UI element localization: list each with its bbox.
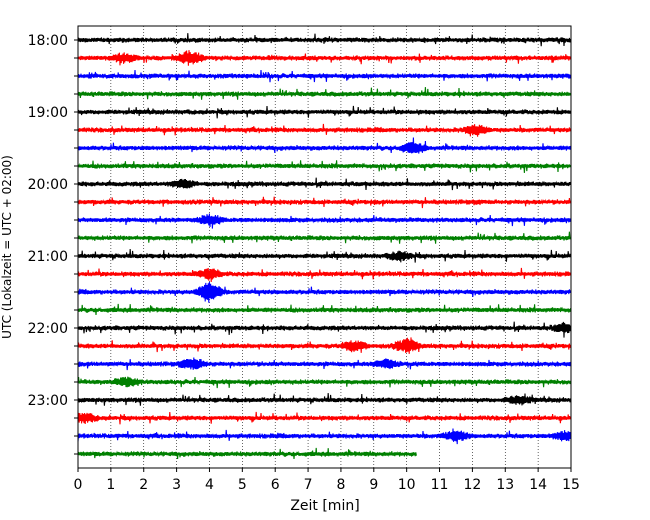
y-tick-label: 21:00	[28, 249, 68, 265]
trace-line	[77, 428, 572, 445]
y-axis-title: UTC (Lokalzeit = UTC + 02:00)	[0, 155, 14, 339]
x-tick-label: 11	[431, 477, 449, 493]
trace-line	[77, 337, 572, 354]
x-tick-label: 8	[336, 477, 345, 493]
x-axis-title: Zeit [min]	[290, 498, 359, 514]
x-tick-label: 15	[562, 477, 580, 493]
trace-line	[77, 281, 572, 303]
trace-line	[77, 137, 572, 154]
y-tick-label: 18:00	[28, 33, 68, 49]
trace-line	[77, 69, 572, 83]
x-tick-label: 1	[106, 477, 115, 493]
trace-line	[77, 231, 572, 244]
trace-line	[77, 267, 572, 283]
seismic-traces	[77, 33, 572, 460]
x-tick-label: 3	[172, 477, 181, 493]
y-tick-label: 23:00	[28, 393, 68, 409]
trace-line	[77, 411, 572, 425]
y-tick-label: 22:00	[28, 321, 68, 337]
x-tick-label: 7	[304, 477, 313, 493]
trace-line	[77, 50, 572, 66]
x-tick-label: 14	[529, 477, 547, 493]
x-tick-label: 5	[238, 477, 247, 493]
x-tick-label: 12	[463, 477, 481, 493]
trace-line	[77, 213, 572, 229]
x-tick-label: 10	[398, 477, 416, 493]
trace-line	[77, 357, 572, 371]
trace-line	[77, 177, 572, 191]
trace-line	[77, 87, 572, 100]
trace-line	[77, 249, 572, 263]
trace-line	[77, 321, 572, 338]
x-tick-label: 6	[271, 477, 280, 493]
y-axis: 18:00 19:00 20:00 21:00 22:00 23:00	[28, 33, 78, 455]
y-tick-label: 20:00	[28, 177, 68, 193]
trace-line	[77, 105, 572, 119]
x-tick-label: 9	[369, 477, 378, 493]
trace-line	[77, 303, 572, 315]
trace-line	[77, 160, 572, 173]
trace-line	[77, 33, 572, 47]
trace-line	[77, 196, 572, 209]
trace-line	[77, 376, 572, 389]
x-axis: 0 1 2 3 4 5 6 7 8 9 10 11 12 13 14 15	[74, 468, 580, 493]
x-tick-label: 13	[496, 477, 514, 493]
plot-frame	[77, 25, 572, 469]
trace-line	[77, 447, 417, 460]
trace-line	[77, 393, 572, 406]
trace-line	[77, 123, 572, 137]
y-tick-label: 19:00	[28, 105, 68, 121]
x-tick-label: 4	[205, 477, 214, 493]
x-tick-label: 0	[74, 477, 83, 493]
x-tick-label: 2	[139, 477, 148, 493]
